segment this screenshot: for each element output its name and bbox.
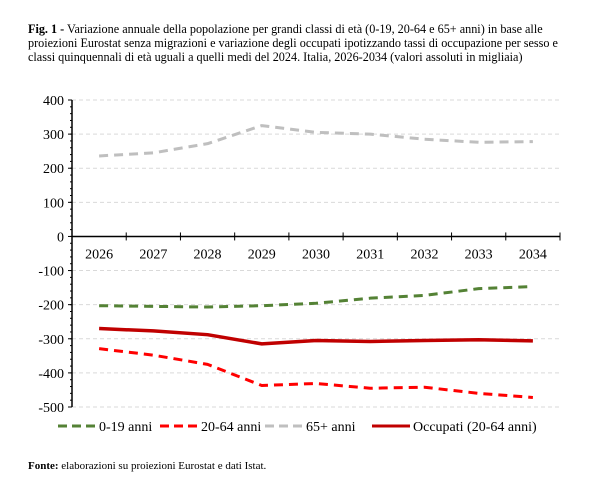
source-label: Fonte: — [28, 460, 59, 472]
x-tick-label: 2027 — [139, 247, 167, 262]
x-tick-label: 2026 — [85, 247, 113, 262]
x-tick-label: 2034 — [519, 247, 547, 262]
y-tick-label: 400 — [43, 94, 64, 109]
legend-label: 20-64 anni — [201, 420, 261, 435]
y-tick-label: 200 — [43, 162, 64, 177]
figure-label: Fig. 1 - — [28, 22, 65, 36]
y-tick-label: 100 — [43, 196, 64, 211]
source-text: elaborazioni su proiezioni Eurostat e da… — [58, 460, 267, 472]
x-tick-label: 2033 — [465, 247, 493, 262]
x-tick-label: 2029 — [248, 247, 276, 262]
x-tick-label: 2031 — [356, 247, 384, 262]
y-tick-label: -100 — [38, 265, 64, 280]
series-line-0 — [99, 285, 533, 309]
legend-label: 65+ anni — [306, 420, 356, 435]
x-tick-label: 2030 — [302, 247, 330, 262]
y-tick-label: -200 — [38, 299, 64, 314]
y-tick-label: -300 — [38, 333, 64, 348]
series-line-1 — [98, 347, 534, 399]
series-line-2 — [99, 124, 533, 158]
legend-label: 0-19 anni — [99, 420, 152, 435]
x-tick-label: 2028 — [194, 247, 222, 262]
source-note: Fonte: elaborazioni su proiezioni Eurost… — [28, 460, 266, 472]
y-tick-label: -500 — [38, 401, 64, 416]
x-tick-label: 2032 — [410, 247, 438, 262]
series-line-3 — [99, 326, 533, 346]
y-tick-label: 300 — [43, 128, 64, 143]
y-tick-label: -400 — [38, 367, 64, 382]
y-tick-label: 0 — [57, 230, 64, 245]
figure-caption: Fig. 1 - Variazione annuale della popola… — [28, 22, 578, 64]
legend-label: Occupati (20-64 anni) — [413, 420, 537, 435]
figure-title: Variazione annuale della popolazione per… — [28, 22, 558, 64]
